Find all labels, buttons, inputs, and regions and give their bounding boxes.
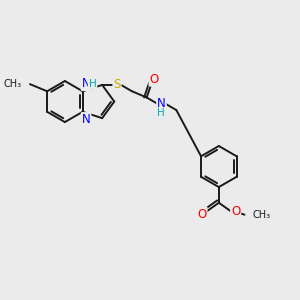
Text: N: N bbox=[157, 97, 166, 110]
Text: O: O bbox=[197, 208, 207, 220]
Text: H: H bbox=[157, 108, 165, 118]
Text: CH₃: CH₃ bbox=[4, 79, 22, 88]
Text: CH₃: CH₃ bbox=[253, 210, 271, 220]
Text: N: N bbox=[82, 113, 91, 126]
Text: O: O bbox=[149, 73, 159, 86]
Text: H: H bbox=[89, 79, 97, 88]
Text: N: N bbox=[82, 77, 91, 90]
Text: S: S bbox=[113, 78, 121, 92]
Text: O: O bbox=[231, 206, 240, 218]
